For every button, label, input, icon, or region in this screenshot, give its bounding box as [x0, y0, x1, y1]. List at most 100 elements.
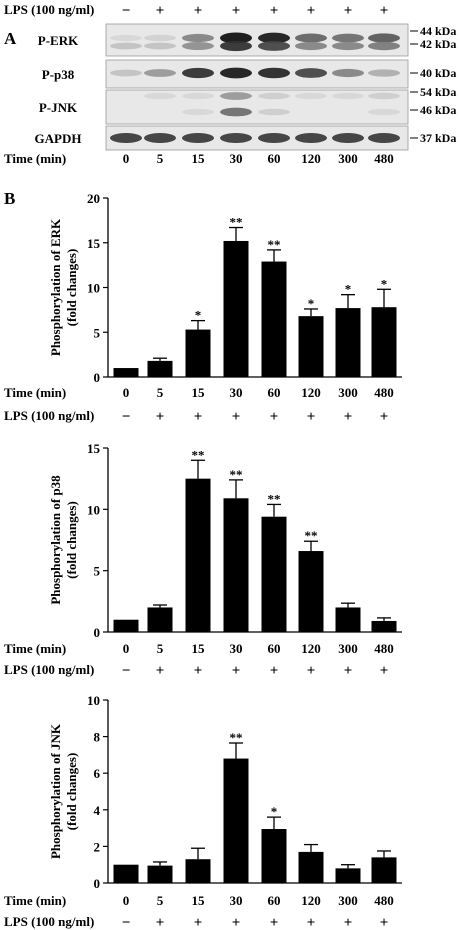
- x-tick-label: 120: [301, 641, 321, 656]
- bar: [113, 619, 139, 632]
- lps-mark: +: [194, 915, 203, 930]
- time-tick: 15: [192, 151, 206, 166]
- molecular-weight-marker: 40 kDa: [420, 66, 456, 80]
- bar-chart: 0 5 10 15 Phosphorylation of p38 (fold change…: [4, 441, 402, 679]
- bar-chart: 0 2 4 6 8 10 Phosphorylation of JNK (fold chang…: [4, 693, 402, 930]
- time-tick: 5: [157, 151, 164, 166]
- time-tick: 120: [301, 151, 321, 166]
- x-tick-label: 60: [268, 893, 281, 908]
- lps-mark: +: [307, 663, 316, 679]
- blot-band: [295, 33, 327, 43]
- y-axis-label: (fold changes): [64, 753, 79, 831]
- lps-mark: +: [270, 409, 279, 425]
- blot-label: P-JNK: [39, 100, 78, 115]
- significance-marker: **: [192, 447, 205, 462]
- lps-mark: −: [122, 663, 131, 679]
- blot-band: [368, 108, 400, 116]
- bar: [298, 851, 324, 883]
- significance-marker: **: [268, 491, 281, 506]
- time-label: Time (min): [4, 641, 66, 656]
- x-tick-label: 0: [123, 893, 130, 908]
- x-tick-label: 300: [338, 893, 358, 908]
- blot-band: [258, 32, 290, 44]
- lps-mark: +: [307, 915, 316, 930]
- bar: [147, 865, 173, 883]
- bar: [335, 868, 361, 883]
- blot-band: [258, 67, 290, 79]
- blot-band: [182, 92, 214, 100]
- y-tick-label: 15: [87, 441, 101, 456]
- blot-label: P-p38: [42, 67, 75, 82]
- blot-band: [220, 133, 252, 143]
- blot-band: [332, 41, 364, 51]
- bar: [261, 261, 287, 377]
- significance-marker: **: [230, 730, 243, 745]
- y-tick-label: 0: [94, 625, 101, 640]
- x-tick-label: 30: [230, 641, 243, 656]
- lps-mark: +: [344, 3, 353, 19]
- blot-band: [220, 40, 252, 52]
- panel-a-label: A: [4, 29, 17, 48]
- lps-mark: +: [307, 409, 316, 425]
- blot-band: [110, 34, 142, 42]
- y-tick-label: 0: [94, 370, 101, 385]
- lps-mark: +: [232, 3, 241, 19]
- lps-mark: +: [307, 3, 316, 19]
- bar: [113, 864, 139, 883]
- x-tick-label: 5: [157, 641, 164, 656]
- blot-strip: GAPDH 37 kDa: [35, 125, 456, 151]
- x-tick-label: 480: [374, 641, 394, 656]
- panel-b-label: B: [4, 189, 15, 208]
- bar: [223, 758, 249, 883]
- lps-mark: −: [122, 3, 131, 19]
- time-tick: 60: [268, 151, 281, 166]
- lps-mark: +: [270, 663, 279, 679]
- significance-marker: *: [271, 804, 278, 819]
- bar: [223, 240, 249, 377]
- blot-band: [368, 133, 400, 143]
- blot-band: [258, 133, 290, 143]
- bar: [298, 316, 324, 377]
- blot-band: [182, 67, 214, 79]
- x-tick-label: 0: [123, 385, 130, 400]
- lps-mark: +: [156, 409, 165, 425]
- lps-mark: +: [232, 663, 241, 679]
- bar: [261, 516, 287, 632]
- y-tick-label: 10: [87, 502, 100, 517]
- significance-marker: **: [230, 215, 243, 230]
- y-tick-label: 5: [94, 564, 101, 579]
- significance-marker: **: [305, 528, 318, 543]
- x-tick-label: 15: [192, 641, 206, 656]
- blot-label: GAPDH: [35, 131, 82, 146]
- blot-band: [144, 69, 176, 77]
- time-label: Time (min): [4, 151, 66, 166]
- bar: [223, 498, 249, 632]
- x-tick-label: 30: [230, 385, 243, 400]
- blot-band: [368, 41, 400, 51]
- x-tick-label: 0: [123, 641, 130, 656]
- lps-label: LPS (100 ng/ml): [4, 408, 94, 423]
- blot-band: [182, 133, 214, 143]
- time-label: Time (min): [4, 893, 66, 908]
- bar: [298, 551, 324, 632]
- blot-band: [332, 92, 364, 100]
- y-tick-label: 10: [87, 693, 100, 708]
- lps-mark: +: [344, 663, 353, 679]
- lps-mark: +: [232, 915, 241, 930]
- y-tick-label: 4: [94, 803, 101, 818]
- bar: [335, 607, 361, 632]
- lps-mark: +: [232, 409, 241, 425]
- lps-mark: +: [194, 409, 203, 425]
- blot-band: [368, 33, 400, 43]
- x-tick-label: 30: [230, 893, 243, 908]
- y-tick-label: 10: [87, 281, 100, 296]
- molecular-weight-marker: 37 kDa: [420, 131, 456, 145]
- bar: [185, 859, 211, 883]
- blot-band: [258, 92, 290, 100]
- time-tick: 0: [123, 151, 130, 166]
- lps-mark: +: [380, 409, 389, 425]
- molecular-weight-marker: 54 kDa: [420, 85, 456, 99]
- lps-mark: −: [122, 915, 131, 930]
